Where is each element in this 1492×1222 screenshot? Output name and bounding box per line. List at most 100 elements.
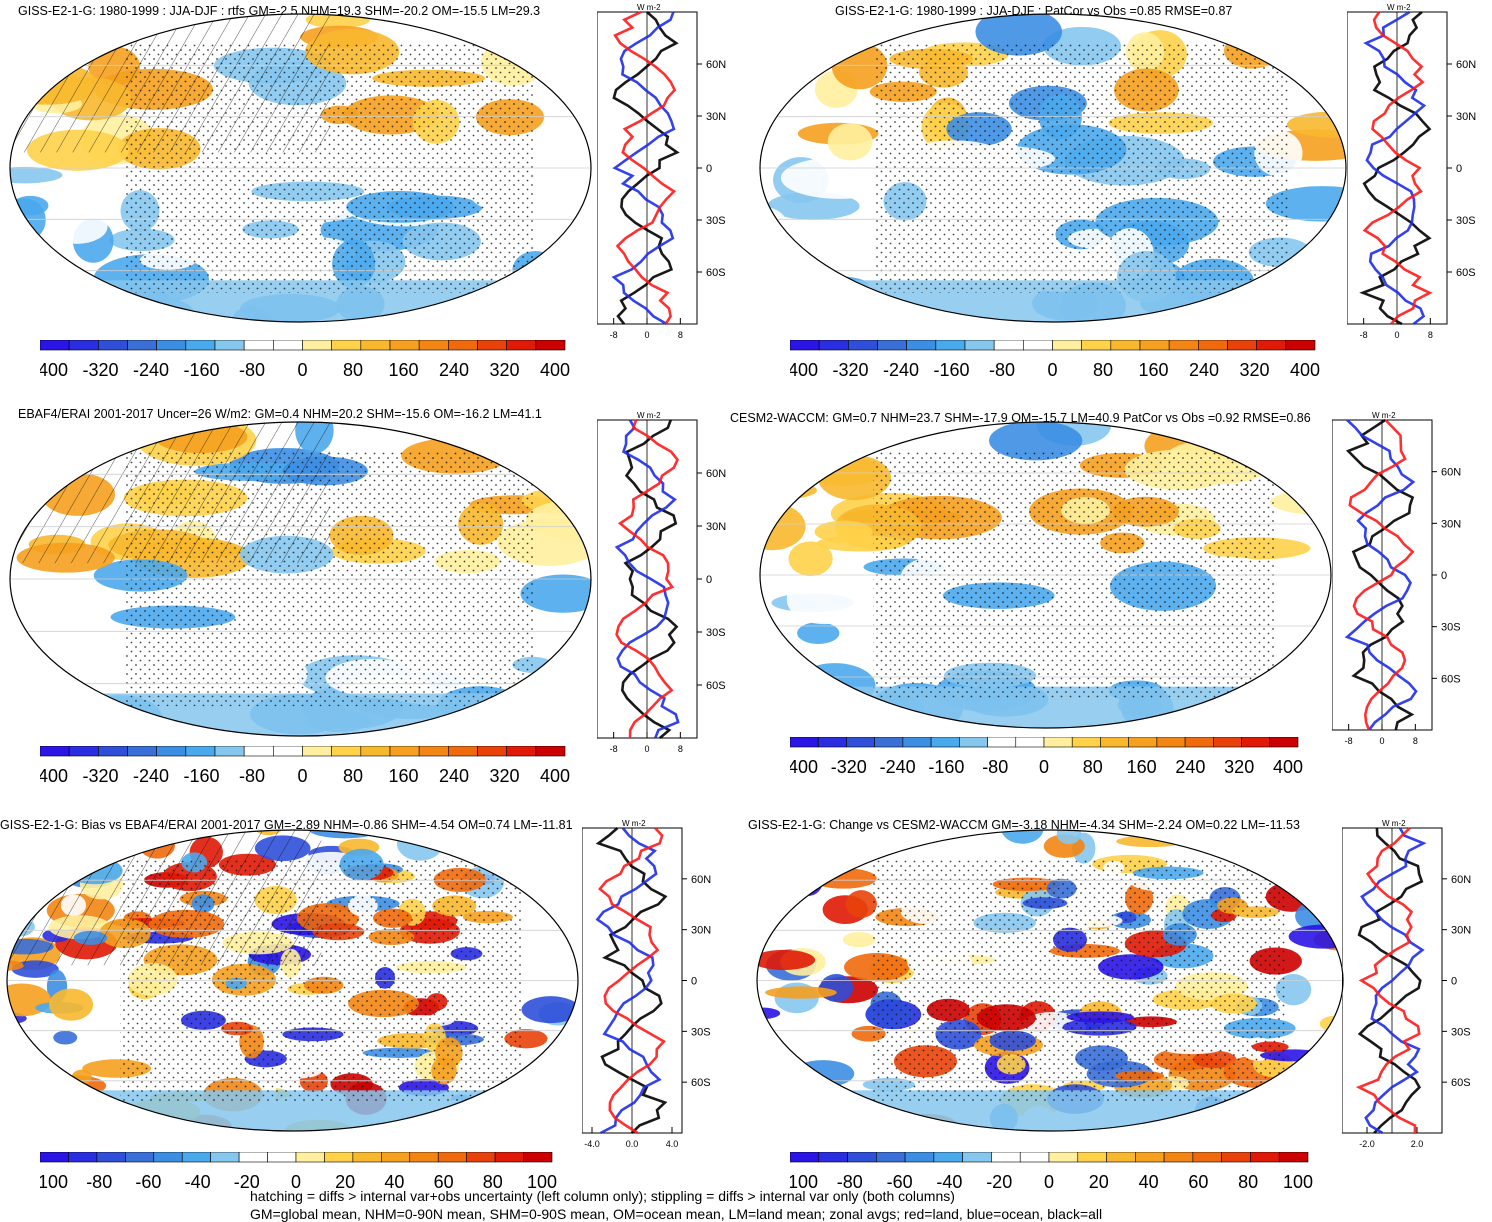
colorbar-label: 80	[343, 766, 363, 786]
colorbar-label: -160	[933, 360, 969, 380]
colorbar-segment	[360, 746, 391, 757]
profile-line-ocean	[611, 11, 676, 326]
colorbar-segment	[477, 746, 507, 757]
colorbar-segment	[1241, 737, 1271, 748]
map-border	[9, 13, 592, 323]
colorbar-label: -240	[883, 360, 919, 380]
profile-x-label: -8	[610, 744, 618, 754]
profile-unit: W m-2	[637, 4, 661, 12]
colorbar-segment	[437, 1152, 467, 1163]
profile-lat-label: 30S	[706, 215, 726, 227]
profile-lat-label: 60N	[1441, 467, 1461, 479]
colorbar-label: 0	[1039, 757, 1049, 777]
colorbar-label: 0	[1047, 360, 1057, 380]
colorbar-label: -80	[982, 757, 1008, 777]
panel-title: GISS-E2-1-G: 1980-1999 : JJA-DJF : rtfs …	[18, 4, 541, 18]
colorbar-label: 40	[384, 1172, 404, 1192]
colorbar-label: -320	[82, 360, 118, 380]
colorbar-label: 0	[297, 766, 307, 786]
profile-line-all	[1359, 11, 1432, 326]
colorbar-label: -400	[790, 360, 818, 380]
zonal-profile: W m-2 60N 30N 0 30S 60S -4.0 0.0 4.0	[582, 820, 711, 1149]
colorbar-segment	[40, 746, 70, 757]
profile-lat-label: 30S	[1451, 1026, 1471, 1038]
colorbar-segment	[506, 340, 537, 351]
colorbar-segment	[68, 746, 99, 757]
colorbar: -100 -80 -60 -40 -20 0 20 40 60 80 100	[40, 1152, 557, 1192]
colorbar-segment	[848, 340, 878, 351]
map-plot	[756, 829, 1344, 1132]
profile-line-all	[1345, 418, 1415, 731]
colorbar-segment	[1285, 340, 1316, 351]
colorbar-segment	[295, 1152, 325, 1163]
colorbar-label: 80	[1083, 757, 1103, 777]
colorbar-label: -80	[239, 766, 265, 786]
zonal-profile: W m-2 60N 30N 0 30S 60S -8 0 8	[597, 412, 726, 754]
colorbar-label: 80	[1093, 360, 1113, 380]
colorbar-label: 80	[1238, 1172, 1258, 1192]
profile-x-label: -4.0	[584, 1139, 600, 1149]
colorbar-segment	[324, 1152, 354, 1163]
colorbar-label: 100	[527, 1172, 557, 1192]
profile-x-label: -8	[1360, 330, 1368, 340]
map-plot	[759, 421, 1332, 729]
colorbar-label: -60	[135, 1172, 161, 1192]
colorbar-segment	[448, 340, 478, 351]
colorbar-segment	[1184, 737, 1214, 748]
colorbar-segment	[962, 1152, 992, 1163]
profile-lat-label: 30S	[1456, 215, 1476, 227]
map-plot	[9, 421, 592, 737]
colorbar-segment	[40, 340, 70, 351]
colorbar-label: 240	[439, 360, 469, 380]
profile-lat-label: 30N	[1451, 925, 1471, 937]
colorbar-label: -20	[986, 1172, 1012, 1192]
profile-line-land	[1362, 11, 1433, 325]
colorbar-segment	[818, 1152, 848, 1163]
profile-lat-label: 30N	[706, 111, 726, 123]
colorbar-segment	[331, 340, 362, 351]
colorbar: -400 -320 -240 -160 -80 0 80 160 240 320 400	[790, 737, 1303, 777]
colorbar-label: 40	[1139, 1172, 1159, 1192]
colorbar-label: -240	[880, 757, 916, 777]
colorbar-label: 320	[1239, 360, 1269, 380]
zonal-profile: W m-2 60N 30N 0 30S 60S -2.0 2.0	[1342, 820, 1471, 1149]
footer-line-2: GM=global mean, NHM=0-90N mean, SHM=0-90…	[250, 1206, 1103, 1222]
colorbar-label: -80	[86, 1172, 112, 1192]
profile-unit: W m-2	[622, 820, 646, 828]
profile-lat-label: 0	[1441, 570, 1447, 582]
colorbar-segment	[125, 1152, 155, 1163]
colorbar-segment	[874, 737, 904, 748]
profile-lat-label: 60S	[1451, 1077, 1471, 1089]
colorbar-label: -320	[832, 360, 868, 380]
colorbar-segment	[847, 1152, 877, 1163]
profile-line-land	[1348, 419, 1415, 731]
profile-lat-label: 60S	[691, 1077, 711, 1089]
map-plot	[759, 13, 1347, 323]
footer-line-1: hatching = diffs > internal var+obs unce…	[250, 1188, 955, 1204]
profile-x-label: -2.0	[1359, 1139, 1375, 1149]
colorbar-segment	[331, 746, 362, 757]
colorbar-label: 160	[388, 766, 418, 786]
profile-lat-label: 60N	[1456, 59, 1476, 71]
profile-lat-label: 60S	[706, 267, 726, 279]
colorbar-segment	[466, 1152, 496, 1163]
colorbar-segment	[185, 746, 216, 757]
profile-line-all	[595, 827, 668, 1134]
colorbar-segment	[243, 340, 274, 351]
zonal-profile: W m-2 60N 30N 0 30S 60S -8 0 8	[1332, 412, 1461, 746]
profile-line-ocean	[614, 419, 680, 739]
colorbar-segment	[535, 340, 566, 351]
colorbar-label: -40	[185, 1172, 211, 1192]
profile-lat-label: 0	[1456, 163, 1462, 175]
colorbar-label: -40	[936, 1172, 962, 1192]
colorbar-label: -80	[989, 360, 1015, 380]
colorbar-segment	[267, 1152, 297, 1163]
map-border	[756, 829, 1344, 1132]
colorbar-segment	[40, 1152, 69, 1163]
colorbar-segment	[214, 746, 245, 757]
profile-lat-label: 0	[1451, 976, 1457, 988]
colorbar-segment	[1023, 340, 1053, 351]
colorbar-label: 0	[1044, 1172, 1054, 1192]
colorbar-segment	[1128, 737, 1158, 748]
colorbar-label: -20	[234, 1172, 260, 1192]
